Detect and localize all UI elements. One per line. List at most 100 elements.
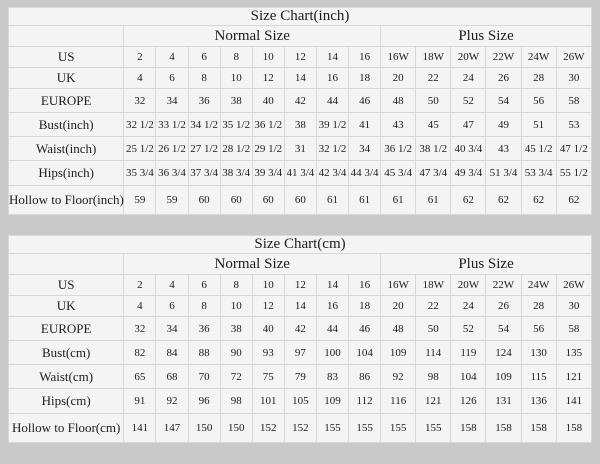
size-cell: 84 (155, 340, 189, 365)
size-cell: 22W (485, 274, 522, 296)
size-cell: 42 3/4 (315, 160, 350, 186)
size-cell: 35 3/4 (123, 160, 157, 186)
size-cell: 100 (315, 340, 350, 365)
size-cell: 45 1/2 (520, 136, 557, 161)
size-cell: 50 (415, 316, 452, 341)
size-cell: 62 (555, 185, 593, 215)
size-cell: 39 3/4 (251, 160, 285, 186)
size-cell: 10 (251, 274, 285, 296)
size-cell: 109 (485, 364, 522, 389)
size-cell: 98 (219, 388, 253, 414)
size-cell: 6 (155, 67, 189, 89)
size-cell: 98 (415, 364, 452, 389)
size-cell: 4 (155, 46, 189, 68)
size-cell: 47 1/2 (555, 136, 593, 161)
table-row: US 2 4 6 8 10 12 14 16 16W 18W 20W 22W 24W 26W (7, 46, 593, 68)
row-label: Bust(inch) (7, 112, 125, 137)
table-row: UK 4 6 8 10 12 14 16 18 20 22 24 26 28 30 (7, 295, 593, 317)
size-cell: 61 (415, 185, 452, 215)
size-cell: 90 (219, 340, 253, 365)
size-cell: 72 (219, 364, 253, 389)
size-cell: 43 (380, 112, 417, 137)
table-row: US 2 4 6 8 10 12 14 16 16W 18W 20W 22W 24W 26W (7, 274, 593, 296)
size-cell: 34 (155, 88, 189, 113)
size-chart-cm-table: Size Chart(cm) Normal Size Plus Size US 2… (7, 235, 593, 443)
size-cell: 31 (283, 136, 317, 161)
size-cell: 14 (283, 67, 317, 89)
size-cell: 41 (348, 112, 382, 137)
table-row: UK 4 6 8 10 12 14 16 18 20 22 24 26 28 30 (7, 67, 593, 89)
size-cell: 101 (251, 388, 285, 414)
size-cell: 38 (283, 112, 317, 137)
size-cell: 49 3/4 (450, 160, 487, 186)
size-cell: 16 (348, 46, 382, 68)
size-cell: 121 (415, 388, 452, 414)
size-cell: 119 (450, 340, 487, 365)
plus-size-header: Plus Size (380, 253, 592, 275)
size-cell: 22 (415, 295, 452, 317)
size-cell: 36 (187, 88, 221, 113)
size-cell: 45 (415, 112, 452, 137)
size-cell: 24W (520, 46, 557, 68)
size-cell: 4 (123, 295, 157, 317)
size-cell: 34 (348, 136, 382, 161)
row-label: Hollow to Floor(cm) (7, 413, 125, 443)
row-label: Waist(cm) (7, 364, 125, 389)
size-cell: 28 (520, 67, 557, 89)
size-cell: 38 (219, 88, 253, 113)
size-cell: 147 (155, 413, 189, 443)
size-cell: 28 1/2 (219, 136, 253, 161)
size-cell: 22W (485, 46, 522, 68)
size-cell: 26 (485, 67, 522, 89)
size-cell: 105 (283, 388, 317, 414)
size-cell: 6 (155, 295, 189, 317)
size-cell: 40 (251, 88, 285, 113)
size-cell: 48 (380, 316, 417, 341)
size-cell: 43 (485, 136, 522, 161)
size-cell: 42 (283, 316, 317, 341)
size-cell: 52 (450, 88, 487, 113)
size-cell: 30 (555, 295, 593, 317)
size-cell: 47 3/4 (415, 160, 452, 186)
size-cell: 79 (283, 364, 317, 389)
size-cell: 12 (283, 46, 317, 68)
row-label: US (7, 46, 125, 68)
size-cell: 86 (348, 364, 382, 389)
size-cell: 36 1/2 (251, 112, 285, 137)
table-row: EUROPE 32 34 36 38 40 42 44 46 48 50 52 54 56 58 (7, 316, 593, 341)
size-cell: 62 (485, 185, 522, 215)
size-cell: 136 (520, 388, 557, 414)
size-cell: 155 (415, 413, 452, 443)
size-cell: 2 (123, 274, 157, 296)
size-cell: 16W (380, 46, 417, 68)
size-cell: 25 1/2 (123, 136, 157, 161)
corner-cell (7, 253, 125, 275)
size-cell: 32 1/2 (315, 136, 350, 161)
size-cell: 29 1/2 (251, 136, 285, 161)
row-label: EUROPE (7, 316, 125, 341)
size-cell: 59 (155, 185, 189, 215)
row-label: UK (7, 67, 125, 89)
size-cell: 36 3/4 (155, 160, 189, 186)
size-cell: 53 3/4 (520, 160, 557, 186)
size-cell: 47 (450, 112, 487, 137)
size-cell: 18 (348, 67, 382, 89)
size-cell: 20 (380, 295, 417, 317)
size-cell: 130 (520, 340, 557, 365)
size-cell: 16W (380, 274, 417, 296)
size-cell: 4 (123, 67, 157, 89)
size-cell: 54 (485, 316, 522, 341)
size-cell: 45 3/4 (380, 160, 417, 186)
size-cell: 158 (555, 413, 593, 443)
size-cell: 26 1/2 (155, 136, 189, 161)
size-cell: 155 (380, 413, 417, 443)
size-cell: 124 (485, 340, 522, 365)
row-label: Hips(inch) (7, 160, 125, 186)
row-label: US (7, 274, 125, 296)
size-cell: 109 (315, 388, 350, 414)
size-cell: 12 (251, 67, 285, 89)
size-cell: 41 3/4 (283, 160, 317, 186)
table-row: Hollow to Floor(cm) 141 147 150 150 152 152 155… (7, 413, 593, 443)
size-cell: 104 (348, 340, 382, 365)
